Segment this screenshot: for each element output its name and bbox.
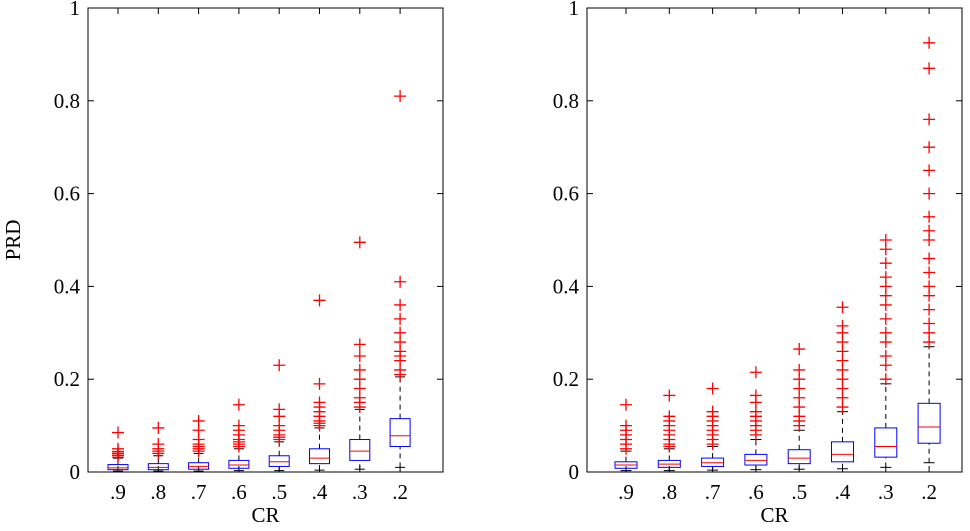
outlier [112,426,124,439]
x-tick-label: .5 [791,480,807,504]
outlier [112,442,124,455]
y-tick-label: 0.6 [54,182,80,206]
y-tick-label: 0 [569,460,580,484]
x-tick-label: .6 [748,480,764,504]
outlier [313,396,326,409]
outlier [879,234,892,246]
outlier [879,257,892,270]
outlier [152,421,165,434]
outlier [923,187,936,200]
box [874,427,898,458]
outlier [663,389,676,402]
x-tick-label: .8 [150,480,166,504]
outlier [879,326,892,339]
outlier [394,298,407,311]
outlier [923,252,936,265]
outlier [706,405,719,418]
axes-frame [87,7,444,473]
x-tick-label: .9 [618,480,634,504]
box [744,453,768,466]
y-tick-label: 1 [70,0,81,20]
outlier [923,210,936,223]
box [309,448,330,465]
outlier [923,141,936,154]
x-tick-label: .7 [705,480,721,504]
outlier [353,338,366,351]
x-tick-label: .6 [231,480,247,504]
box [228,459,250,469]
box [147,463,169,471]
x-axis-label: CR [251,503,279,527]
outlier [706,382,719,395]
outlier [353,350,366,362]
x-tick-label: .4 [312,480,328,504]
box [268,455,290,467]
outlier [879,271,892,284]
y-tick-label: 0.8 [553,89,579,113]
outlier [192,414,205,427]
outlier [273,403,286,416]
x-tick-label: .5 [271,480,287,504]
outlier [923,303,936,316]
x-tick-label: .9 [110,480,126,504]
y-tick-label: 0.6 [553,182,579,206]
y-tick-label: 0.4 [553,274,580,298]
outlier [313,294,326,307]
outlier [394,326,407,339]
outlier [620,419,632,432]
outlier [394,312,407,325]
outlier [749,366,762,379]
y-tick-label: 0.8 [54,89,80,113]
outlier [353,363,366,376]
outlier [923,113,936,126]
outlier [879,350,892,362]
x-tick-label: .8 [661,480,677,504]
outlier [923,266,936,279]
outlier [923,224,936,237]
outlier [923,317,936,330]
y-tick-label: 0 [70,460,81,484]
outlier [394,275,407,288]
outlier [620,398,632,411]
outlier [749,389,762,402]
x-tick-label: .3 [352,480,368,504]
y-axis-label: PRD [1,220,25,261]
box [787,449,811,465]
box [831,441,854,463]
box [917,402,941,444]
outlier [353,236,366,249]
outlier [793,363,806,376]
outlier [923,280,936,293]
x-tick-label: .2 [392,480,408,504]
y-tick-label: 0.2 [553,367,579,391]
y-tick-label: 0.4 [54,274,81,298]
y-tick-label: 1 [569,0,580,20]
outlier [663,410,676,423]
y-tick-label: 0.2 [54,367,80,391]
outlier [273,359,286,372]
outlier [879,373,892,386]
outlier [394,90,407,103]
outlier [923,36,936,49]
outlier [793,343,806,356]
axes-frame [586,7,963,473]
outlier [923,62,936,75]
x-axis-label: CR [760,503,788,527]
box [349,439,371,461]
box [389,418,411,447]
x-tick-label: .7 [191,480,207,504]
outlier [923,164,936,177]
outlier [836,319,849,332]
x-tick-label: .3 [878,480,894,504]
outlier [879,312,892,325]
outlier [313,377,326,390]
outlier [836,301,849,314]
box [107,464,129,471]
x-tick-label: .2 [921,480,937,504]
x-tick-label: .4 [835,480,851,504]
outlier [232,419,245,432]
outlier [232,398,245,411]
outlier [152,438,165,451]
